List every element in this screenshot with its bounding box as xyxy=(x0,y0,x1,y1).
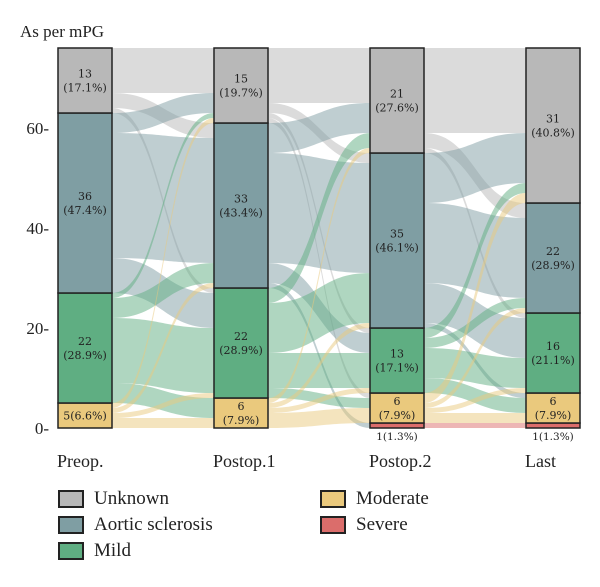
flow-mild-to-moderate xyxy=(424,378,526,413)
flow-moderate-to-moderate xyxy=(424,413,526,423)
flow-moderate-to-mild xyxy=(268,388,370,413)
flow-moderate-to-moderate xyxy=(268,408,370,428)
node-label-postop-1-mild: 22 (28.9%) xyxy=(219,330,263,357)
legend-label: Severe xyxy=(356,514,408,535)
flow-unknown-to-unknown xyxy=(424,48,526,133)
flow-moderate-to-mild xyxy=(112,393,214,418)
node-label-last-aortic-sclerosis: 22 (28.9%) xyxy=(531,245,575,272)
node-label-postop-1-unknown: 15 (19.7%) xyxy=(219,73,263,100)
node-postop-1-moderate xyxy=(213,397,269,429)
node-label-last-unknown: 31 (40.8%) xyxy=(531,113,575,140)
node-preop--aortic-sclerosis xyxy=(57,112,113,294)
y-tick-0: 0- xyxy=(35,419,50,438)
flow-aortic-sclerosis-to-aortic-sclerosis xyxy=(424,203,526,298)
flow-mild-to-mild xyxy=(268,353,370,388)
flow-moderate-to-aortic-sclerosis xyxy=(424,308,526,408)
legend-item-aortic-sclerosis: Aortic sclerosis xyxy=(58,514,213,536)
node-label-preop--unknown: 13 (17.1%) xyxy=(63,68,107,95)
x-stage-label-postop-1: Postop.1 xyxy=(213,451,276,471)
node-postop-2-unknown xyxy=(369,47,425,154)
node-label-postop-2-unknown: 21 (27.6%) xyxy=(375,88,419,115)
legend-label: Mild xyxy=(94,540,131,561)
y-tick-40: 40- xyxy=(26,219,49,238)
flow-aortic-sclerosis-to-aortic-sclerosis xyxy=(112,133,214,263)
legend-swatch xyxy=(320,490,346,508)
node-label-postop-2-aortic-sclerosis: 35 (46.1%) xyxy=(375,228,419,255)
legend-label: Unknown xyxy=(94,488,169,509)
node-label-postop-1-moderate: 6 (7.9%) xyxy=(223,400,260,427)
node-last-moderate xyxy=(525,392,581,424)
flow-mild-to-mild xyxy=(112,318,214,393)
node-label-preop--mild: 22 (28.9%) xyxy=(63,335,107,362)
node-last-aortic-sclerosis xyxy=(525,202,581,314)
legend-swatch xyxy=(320,516,346,534)
flow-moderate-to-unknown xyxy=(112,118,214,408)
flow-moderate-to-unknown xyxy=(268,148,370,403)
flow-severe-to-severe xyxy=(424,423,526,428)
node-label-postop-2-severe: 1(1.3%) xyxy=(376,431,418,443)
flow-mild-to-unknown xyxy=(112,113,214,298)
node-postop-1-aortic-sclerosis xyxy=(213,122,269,289)
flow-mild-to-unknown xyxy=(424,183,526,338)
flow-unknown-to-unknown xyxy=(268,48,370,103)
flow-mild-to-aortic-sclerosis xyxy=(424,298,526,348)
y-axis-label: As per mPG xyxy=(20,22,104,41)
flow-aortic-sclerosis-to-unknown xyxy=(424,133,526,203)
legend-swatch xyxy=(58,516,84,534)
node-preop--unknown xyxy=(57,47,113,114)
node-preop--mild xyxy=(57,292,113,404)
node-last-unknown xyxy=(525,47,581,204)
node-label-postop-1-aortic-sclerosis: 33 (43.4%) xyxy=(219,193,263,220)
node-label-preop--moderate: 5(6.6%) xyxy=(63,410,107,423)
flow-mild-to-aortic-sclerosis xyxy=(112,263,214,318)
flow-moderate-to-aortic-sclerosis xyxy=(112,283,214,413)
x-stage-label-postop-2: Postop.2 xyxy=(369,451,432,471)
legend-item-mild: Mild xyxy=(58,540,131,562)
flow-unknown-to-unknown xyxy=(112,48,214,93)
flow-moderate-to-aortic-sclerosis xyxy=(268,323,370,408)
node-last-mild xyxy=(525,312,581,394)
y-tick-60: 60- xyxy=(26,119,49,138)
legend: Unknown Aortic sclerosis Mild Moderate Sever… xyxy=(58,488,578,578)
node-postop-2-mild xyxy=(369,327,425,394)
flow-moderate-to-moderate xyxy=(112,418,214,428)
node-label-last-severe: 1(1.3%) xyxy=(532,431,574,443)
node-postop-1-mild xyxy=(213,287,269,399)
x-stage-label-preop-: Preop. xyxy=(57,451,104,471)
node-label-postop-2-moderate: 6 (7.9%) xyxy=(379,395,416,422)
node-label-last-mild: 16 (21.1%) xyxy=(531,340,575,367)
legend-item-unknown: Unknown xyxy=(58,488,169,510)
node-label-last-moderate: 6 (7.9%) xyxy=(535,395,572,422)
x-stage-label-last: Last xyxy=(525,451,556,471)
legend-swatch xyxy=(58,542,84,560)
sankey-chart: 5(6.6%) 22 (28.9%) 36 (47.4%) 13 (17.1%) 6 (7.9%… xyxy=(20,22,581,471)
node-preop--moderate xyxy=(57,402,113,429)
legend-label: Moderate xyxy=(356,488,429,509)
flow-mild-to-moderate xyxy=(112,383,214,418)
y-tick-20: 20- xyxy=(26,319,49,338)
legend-item-moderate: Moderate xyxy=(320,488,429,510)
legend-label: Aortic sclerosis xyxy=(94,514,213,535)
flow-mild-to-aortic-sclerosis xyxy=(268,273,370,353)
node-postop-2-aortic-sclerosis xyxy=(369,152,425,329)
flow-aortic-sclerosis-to-unknown xyxy=(268,103,370,153)
flow-moderate-to-mild xyxy=(424,388,526,413)
flows xyxy=(112,48,526,428)
legend-swatch xyxy=(58,490,84,508)
legend-item-severe: Severe xyxy=(320,514,408,536)
flow-aortic-sclerosis-to-unknown xyxy=(112,93,214,133)
flow-moderate-to-unknown xyxy=(424,193,526,403)
nodes: 5(6.6%) 22 (28.9%) 36 (47.4%) 13 (17.1%) 6 (7.9%… xyxy=(57,47,581,443)
flow-mild-to-unknown xyxy=(268,133,370,303)
node-label-preop--aortic-sclerosis: 36 (47.4%) xyxy=(63,190,107,217)
node-postop-1-unknown xyxy=(213,47,269,124)
node-label-postop-2-mild: 13 (17.1%) xyxy=(375,348,419,375)
